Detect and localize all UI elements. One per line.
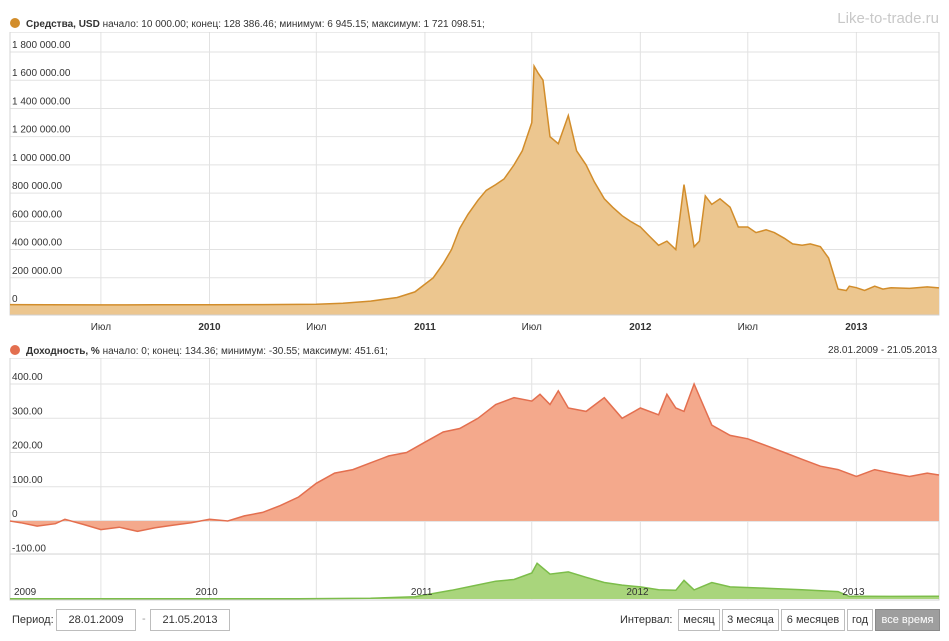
funds-y-tick-label: 1 800 000.00 <box>12 40 71 51</box>
date-range-text: 28.01.2009 - 21.05.2013 <box>828 345 937 356</box>
interval-month-button[interactable]: месяц <box>678 609 720 631</box>
navigator-line <box>10 562 940 600</box>
funds-y-tick-label: 600 000.00 <box>12 209 62 220</box>
navigator-label: 2009 <box>14 587 37 598</box>
yield-chart-header: Доходность, % начало: 0; конец: 134.36; … <box>10 345 388 357</box>
navigator-label: 2012 <box>626 587 649 598</box>
navigator[interactable]: 2009 2010 2011 2012 2013 <box>0 554 949 602</box>
yield-y-tick-label: -100.00 <box>12 543 46 554</box>
funds-x-tick-label: 2011 <box>414 322 436 333</box>
interval-all-time-button[interactable]: все время <box>875 609 940 631</box>
funds-grid <box>9 32 940 316</box>
funds-y-axis: 0 200 000.00 400 000.00 600 000.00 800 000.0… <box>12 40 71 305</box>
funds-y-tick-label: 1 200 000.00 <box>12 125 71 136</box>
funds-y-tick-label: 1 600 000.00 <box>12 68 71 79</box>
funds-x-axis: Июл 2010 Июл 2011 Июл 2012 Июл 2013 <box>91 322 868 333</box>
funds-x-tick-label: 2010 <box>198 322 221 333</box>
yield-y-tick-label: 0 <box>12 509 18 520</box>
funds-chart-header: Средства, USD начало: 10 000.00; конец: … <box>10 18 485 30</box>
navigator-labels: 2009 2010 2011 2012 2013 <box>14 587 865 598</box>
interval-6-months-button[interactable]: 6 месяцев <box>781 609 845 631</box>
interval-year-button[interactable]: год <box>847 609 873 631</box>
funds-y-tick-label: 400 000.00 <box>12 238 62 249</box>
funds-series-stats: начало: 10 000.00; конец: 128 386.46; ми… <box>99 19 485 30</box>
period-dash: - <box>142 613 146 625</box>
funds-x-tick-label: Июл <box>306 322 326 333</box>
funds-y-tick-label: 1 000 000.00 <box>12 153 71 164</box>
funds-y-tick-label: 0 <box>12 294 18 305</box>
yield-y-tick-label: 200.00 <box>12 441 43 452</box>
yield-y-tick-label: 400.00 <box>12 372 43 383</box>
funds-x-tick-label: Июл <box>738 322 758 333</box>
interval-label: Интервал: <box>620 614 673 626</box>
funds-x-tick-label: Июл <box>91 322 111 333</box>
funds-y-tick-label: 1 400 000.00 <box>12 96 71 107</box>
watermark: Like-to-trade.ru <box>837 10 939 27</box>
navigator-area <box>10 563 939 599</box>
yield-y-axis: -100.00 0 100.00 200.00 300.00 400.00 <box>12 372 46 554</box>
funds-x-tick-label: 2013 <box>845 322 868 333</box>
yield-y-tick-label: 100.00 <box>12 475 43 486</box>
funds-x-tick-label: 2012 <box>629 322 652 333</box>
yield-y-tick-label: 300.00 <box>12 406 43 417</box>
period-to-input[interactable]: 21.05.2013 <box>150 609 230 631</box>
yield-line <box>9 381 940 533</box>
period-from-input[interactable]: 28.01.2009 <box>56 609 136 631</box>
yield-series-marker <box>10 345 20 355</box>
funds-chart: 0 200 000.00 400 000.00 600 000.00 800 000.0… <box>9 32 940 333</box>
funds-y-tick-label: 800 000.00 <box>12 181 62 192</box>
interval-3-months-button[interactable]: 3 месяца <box>722 609 779 631</box>
navigator-label: 2013 <box>842 587 865 598</box>
funds-series-marker <box>10 18 20 28</box>
funds-line <box>9 63 940 306</box>
yield-series-name: Доходность, % <box>26 346 100 357</box>
navigator-grid <box>100 554 857 600</box>
funds-area <box>10 66 939 315</box>
funds-x-tick-label: Июл <box>522 322 542 333</box>
yield-plot-frame <box>9 358 940 554</box>
yield-area <box>10 384 939 532</box>
navigator-label: 2010 <box>195 587 218 598</box>
period-label: Период: <box>12 614 54 626</box>
navigator-label: 2011 <box>411 587 433 598</box>
funds-y-tick-label: 200 000.00 <box>12 266 62 277</box>
funds-series-name: Средства, USD <box>26 19 100 30</box>
yield-series-stats: начало: 0; конец: 134.36; минимум: -30.5… <box>99 346 388 357</box>
yield-chart: -100.00 0 100.00 200.00 300.00 400.00 <box>9 358 940 554</box>
